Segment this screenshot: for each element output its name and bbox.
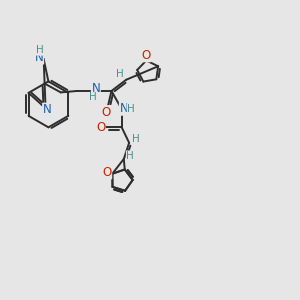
Text: O: O xyxy=(96,121,105,134)
Text: H: H xyxy=(127,103,135,114)
Text: N: N xyxy=(92,82,100,95)
Text: O: O xyxy=(102,106,111,118)
Text: O: O xyxy=(102,166,112,179)
Text: O: O xyxy=(142,49,151,62)
Text: H: H xyxy=(89,92,97,102)
Text: H: H xyxy=(126,151,134,161)
Text: H: H xyxy=(36,45,44,55)
Text: N: N xyxy=(35,51,44,64)
Text: H: H xyxy=(132,134,140,144)
Text: H: H xyxy=(116,69,123,79)
Text: N: N xyxy=(43,103,51,116)
Text: N: N xyxy=(119,102,128,115)
